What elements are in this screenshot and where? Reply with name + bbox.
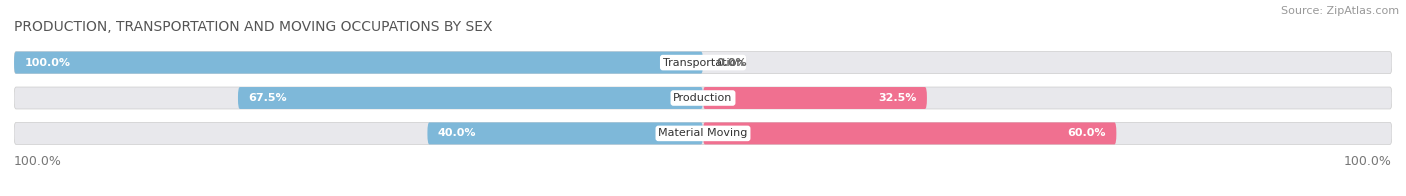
FancyBboxPatch shape [14,87,1392,109]
FancyBboxPatch shape [14,122,1392,144]
Text: Material Moving: Material Moving [658,128,748,138]
FancyBboxPatch shape [427,122,703,144]
FancyBboxPatch shape [703,122,1116,144]
Text: 100.0%: 100.0% [1344,155,1392,168]
Text: 0.0%: 0.0% [717,58,748,68]
FancyBboxPatch shape [14,52,1392,74]
FancyBboxPatch shape [703,87,927,109]
Text: PRODUCTION, TRANSPORTATION AND MOVING OCCUPATIONS BY SEX: PRODUCTION, TRANSPORTATION AND MOVING OC… [14,20,492,34]
Text: 100.0%: 100.0% [24,58,70,68]
Text: Source: ZipAtlas.com: Source: ZipAtlas.com [1281,6,1399,16]
FancyBboxPatch shape [238,87,703,109]
Text: 32.5%: 32.5% [879,93,917,103]
Text: Transportation: Transportation [662,58,744,68]
Text: 40.0%: 40.0% [437,128,477,138]
FancyBboxPatch shape [14,52,703,74]
Text: 67.5%: 67.5% [249,93,287,103]
Text: 60.0%: 60.0% [1067,128,1107,138]
Text: 100.0%: 100.0% [14,155,62,168]
Text: Production: Production [673,93,733,103]
